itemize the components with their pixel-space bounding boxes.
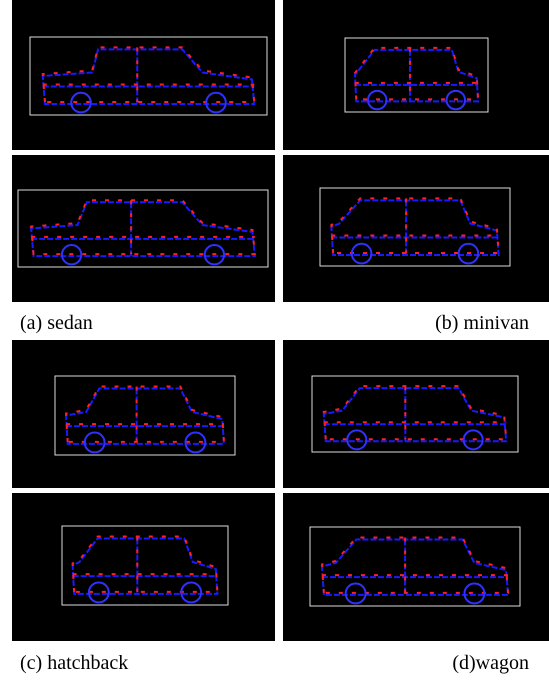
image-panel [12,493,275,641]
image-panel [283,0,549,150]
figure [0,0,549,682]
page: (a) sedan (b) minivan (c) hatchback (d)w… [0,0,549,682]
image-panel [12,340,275,488]
caption: (d)wagon [452,652,529,675]
image-panel [12,155,275,302]
image-panel [283,155,549,302]
caption: (a) sedan [20,312,93,335]
caption: (c) hatchback [20,652,128,675]
caption: (b) minivan [435,312,529,335]
